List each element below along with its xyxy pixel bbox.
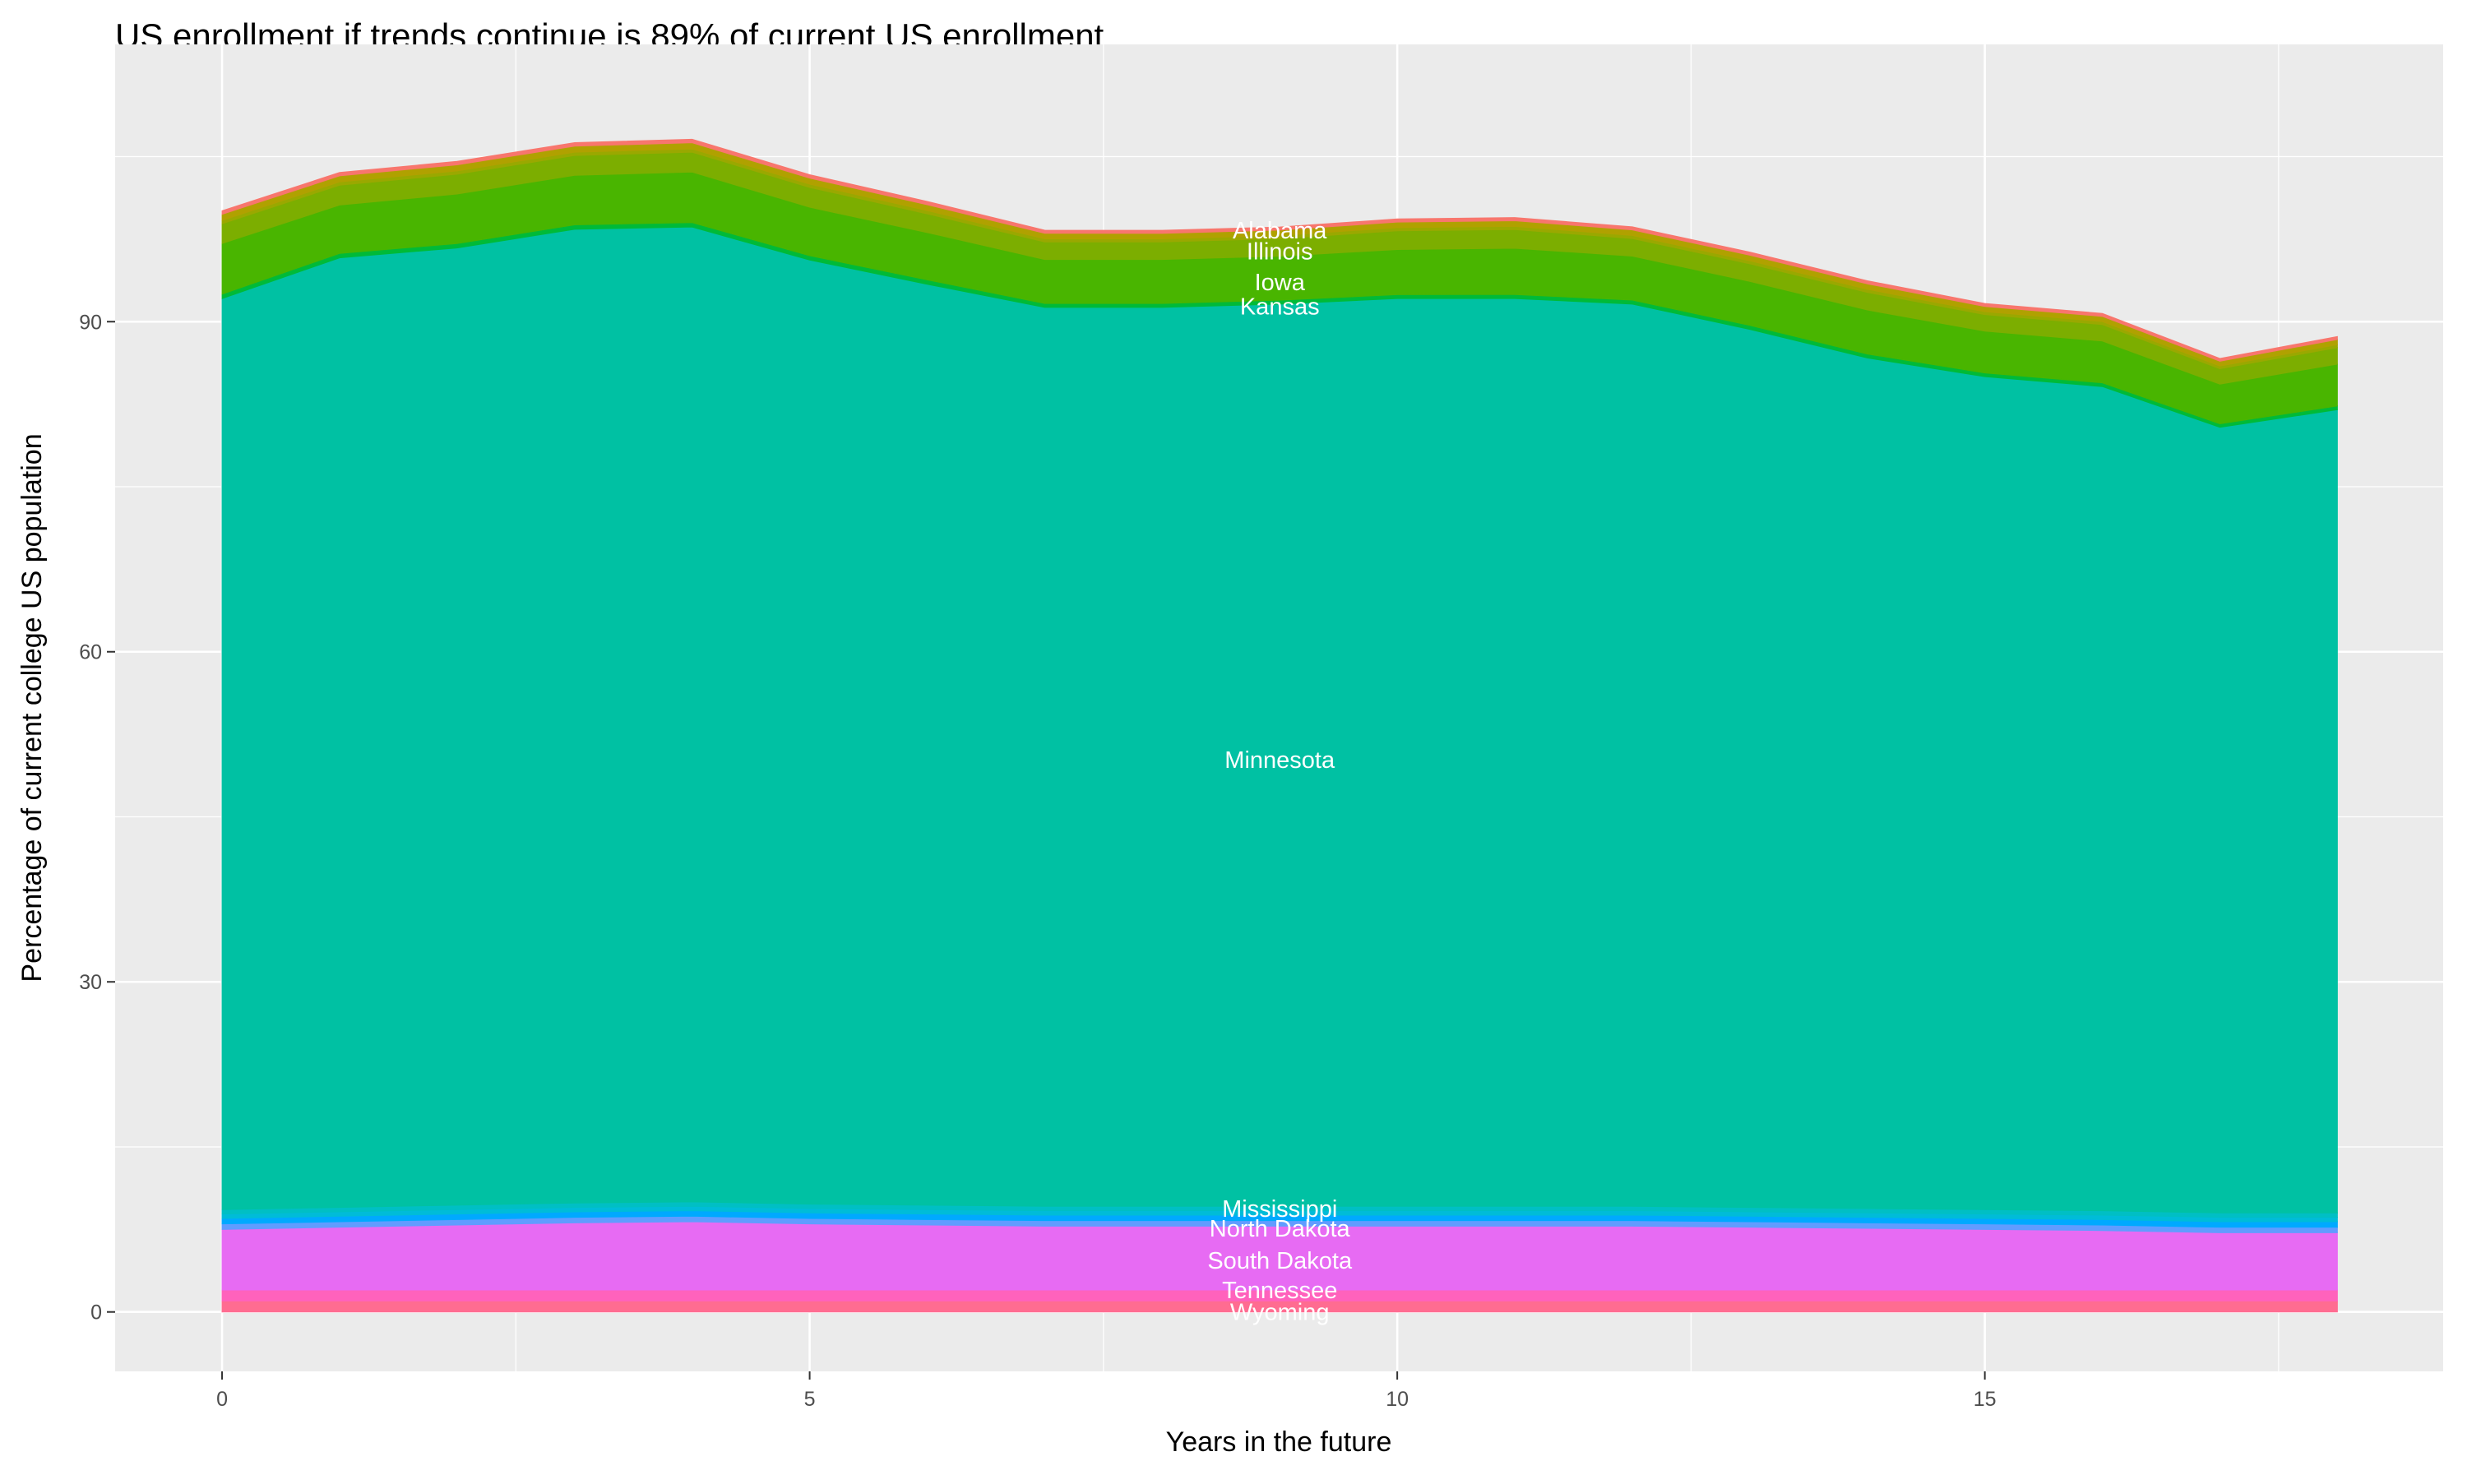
x-axis-title: Years in the future bbox=[1166, 1426, 1392, 1458]
area-label: Tennessee bbox=[1222, 1278, 1337, 1304]
area-label: Kansas bbox=[1240, 294, 1320, 321]
area-label: Mississippi bbox=[1222, 1196, 1337, 1223]
axes: 0 5 10 15 0 30 60 90 bbox=[79, 311, 1996, 1411]
y-axis-title: Percentage of current college US populat… bbox=[16, 433, 48, 982]
area-label: Wyoming bbox=[1230, 1300, 1330, 1326]
area-label: Illinois bbox=[1247, 239, 1313, 266]
x-tick-label: 10 bbox=[1386, 1388, 1409, 1411]
area-label: Iowa bbox=[1255, 270, 1306, 296]
area-label: Minnesota bbox=[1224, 747, 1335, 774]
y-tick-label: 0 bbox=[90, 1301, 102, 1325]
y-tick-label: 60 bbox=[79, 641, 102, 664]
area-layers bbox=[221, 138, 2338, 1313]
area-label: South Dakota bbox=[1207, 1248, 1353, 1274]
area-label: Alabama bbox=[1233, 218, 1327, 244]
area-series-13 bbox=[221, 138, 2338, 362]
x-tick-label: 0 bbox=[216, 1388, 228, 1411]
y-tick-label: 90 bbox=[79, 311, 102, 334]
y-tick-label: 30 bbox=[79, 971, 102, 994]
x-tick-label: 5 bbox=[804, 1388, 816, 1411]
x-tick-label: 15 bbox=[1974, 1388, 1997, 1411]
area-label: North Dakota bbox=[1210, 1216, 1351, 1242]
